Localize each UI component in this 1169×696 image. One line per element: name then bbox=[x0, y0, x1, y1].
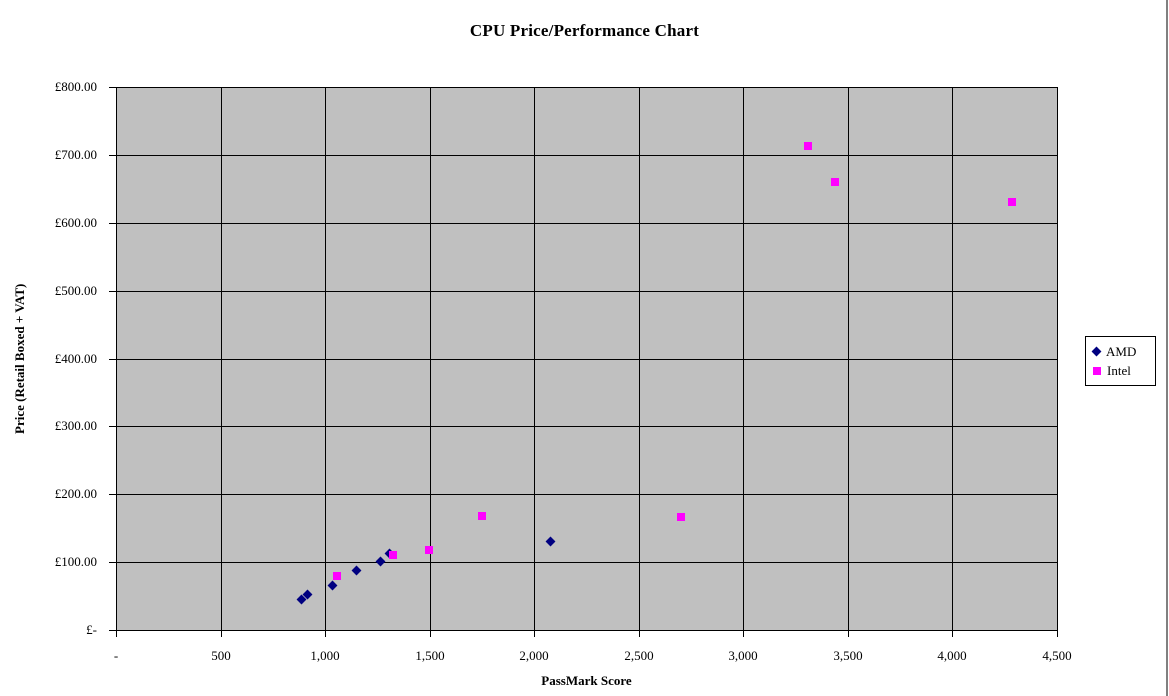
y-tick-label: £- bbox=[86, 622, 97, 637]
data-point-intel[interactable] bbox=[389, 551, 397, 559]
x-axis-tick bbox=[639, 630, 640, 637]
x-tick-label: 4,000 bbox=[937, 648, 967, 663]
x-axis-tick bbox=[848, 630, 849, 637]
y-tick-label: £600.00 bbox=[54, 215, 97, 230]
gridline-horizontal bbox=[116, 630, 1058, 631]
x-axis-tick bbox=[952, 630, 953, 637]
y-tick-label: £700.00 bbox=[54, 147, 97, 162]
data-point-intel[interactable] bbox=[677, 513, 685, 521]
x-axis-tick bbox=[534, 630, 535, 637]
gridline-horizontal bbox=[116, 359, 1058, 360]
legend[interactable]: AMD Intel bbox=[1085, 336, 1156, 386]
x-axis-tick bbox=[221, 630, 222, 637]
y-tick-label: £800.00 bbox=[54, 79, 97, 94]
amd-diamond-icon bbox=[1091, 346, 1102, 357]
gridline-horizontal bbox=[116, 562, 1058, 563]
x-axis-title: PassMark Score bbox=[541, 673, 632, 688]
chart-title: CPU Price/Performance Chart bbox=[469, 21, 700, 40]
y-axis-tick bbox=[109, 223, 116, 224]
x-tick-label: 3,000 bbox=[728, 648, 758, 663]
x-axis-tick bbox=[743, 630, 744, 637]
x-tick-label: - bbox=[113, 648, 119, 663]
y-axis-tick bbox=[109, 494, 116, 495]
x-axis-tick bbox=[325, 630, 326, 637]
data-point-intel[interactable] bbox=[478, 512, 486, 520]
y-tick-label: £300.00 bbox=[54, 418, 97, 433]
x-axis-tick bbox=[1057, 630, 1058, 637]
gridline-horizontal bbox=[116, 87, 1058, 88]
y-axis-tick bbox=[109, 87, 116, 88]
gridline-horizontal bbox=[116, 494, 1058, 495]
y-axis-tick bbox=[109, 426, 116, 427]
window-right-border bbox=[1166, 0, 1168, 696]
gridline-horizontal bbox=[116, 426, 1058, 427]
x-tick-label: 1,500 bbox=[415, 648, 445, 663]
y-tick-label: £500.00 bbox=[54, 283, 97, 298]
legend-item-amd[interactable]: AMD bbox=[1091, 342, 1155, 361]
y-axis-tick bbox=[109, 562, 116, 563]
data-point-intel[interactable] bbox=[804, 142, 812, 150]
gridline-horizontal bbox=[116, 291, 1058, 292]
data-point-intel[interactable] bbox=[425, 546, 433, 554]
plot-area bbox=[116, 87, 1057, 630]
x-tick-label: 1,000 bbox=[310, 648, 340, 663]
x-axis-tick bbox=[430, 630, 431, 637]
y-axis-tick bbox=[109, 359, 116, 360]
y-tick-label: £400.00 bbox=[54, 351, 97, 366]
data-point-intel[interactable] bbox=[831, 178, 839, 186]
x-tick-label: 3,500 bbox=[833, 648, 863, 663]
x-tick-label: 2,000 bbox=[519, 648, 549, 663]
data-point-intel[interactable] bbox=[333, 572, 341, 580]
x-axis-tick bbox=[116, 630, 117, 637]
x-tick-label: 4,500 bbox=[1042, 648, 1072, 663]
gridline-horizontal bbox=[116, 155, 1058, 156]
legend-item-intel[interactable]: Intel bbox=[1093, 361, 1155, 380]
y-tick-label: £100.00 bbox=[54, 554, 97, 569]
y-axis-title: Price (Retail Boxed + VAT) bbox=[12, 283, 27, 434]
gridline-horizontal bbox=[116, 223, 1058, 224]
x-tick-label: 2,500 bbox=[624, 648, 654, 663]
legend-label-amd: AMD bbox=[1106, 343, 1137, 359]
y-axis-tick bbox=[109, 291, 116, 292]
x-tick-label: 500 bbox=[211, 648, 231, 663]
intel-square-icon bbox=[1093, 366, 1101, 375]
legend-label-intel: Intel bbox=[1107, 362, 1131, 378]
y-axis-tick bbox=[109, 630, 116, 631]
y-tick-label: £200.00 bbox=[54, 486, 97, 501]
data-point-intel[interactable] bbox=[1008, 198, 1016, 206]
y-axis-tick bbox=[109, 155, 116, 156]
